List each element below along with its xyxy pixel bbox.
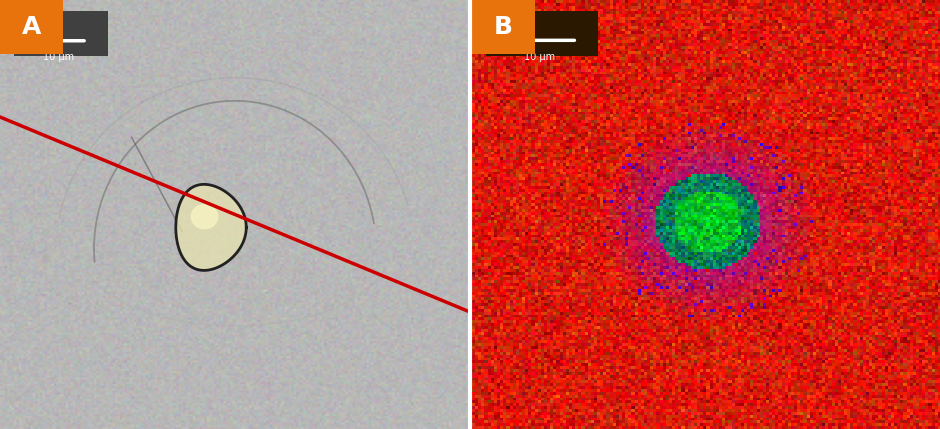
Text: 10 μm: 10 μm	[525, 52, 556, 62]
FancyBboxPatch shape	[486, 11, 598, 56]
Polygon shape	[176, 184, 246, 270]
Circle shape	[192, 205, 217, 229]
FancyBboxPatch shape	[0, 0, 64, 54]
FancyBboxPatch shape	[472, 0, 535, 54]
Text: B: B	[494, 15, 512, 39]
FancyBboxPatch shape	[14, 11, 108, 56]
Text: 10 μm: 10 μm	[43, 52, 74, 62]
Text: A: A	[22, 15, 41, 39]
